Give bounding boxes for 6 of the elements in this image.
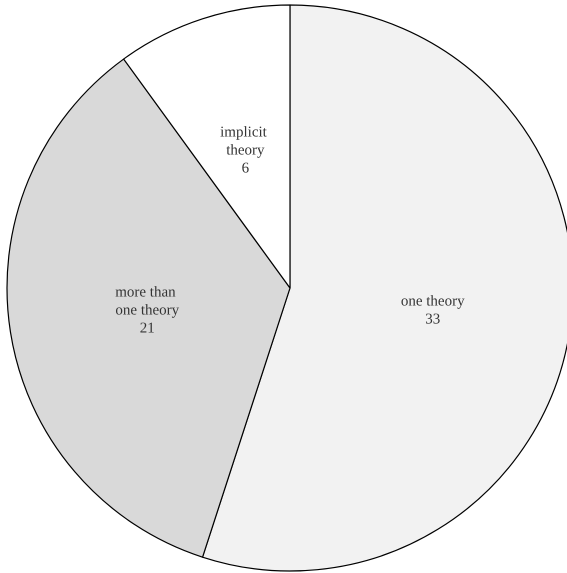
slice-label: more than one theory — [115, 284, 180, 319]
slice-label: implicit theory — [220, 124, 271, 159]
data-label: 33 — [425, 312, 440, 328]
slice-label: one theory — [400, 294, 466, 310]
data-label: 21 — [140, 320, 155, 337]
data-label: 6 — [242, 160, 250, 177]
